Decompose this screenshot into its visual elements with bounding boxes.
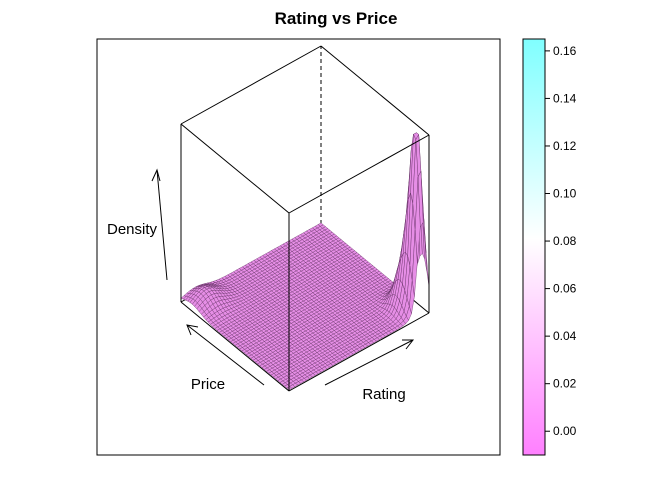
surface [180, 132, 430, 391]
colorbar-fill [522, 38, 546, 456]
y-axis-label: Rating [362, 386, 405, 403]
colorbar-tick-label: 0.02 [553, 377, 577, 391]
chart-title: Rating vs Price [275, 9, 398, 28]
plot-frame [96, 38, 501, 456]
price-arrow [186, 324, 265, 386]
density-arrow-head [151, 168, 161, 182]
colorbar-tick-label: 0.08 [553, 234, 577, 248]
price-arrow-head [186, 324, 199, 336]
box-edge [180, 301, 290, 392]
colorbar-tick-label: 0.16 [553, 44, 577, 58]
rating-arrow-head [402, 339, 415, 350]
colorbar-tick-label: 0.12 [553, 139, 577, 153]
rating-arrow [324, 339, 414, 386]
box-edge [180, 123, 290, 214]
x-axis-label: Price [191, 376, 225, 393]
colorbar: 0.00 0.02 0.04 0.06 0.08 0.10 0.12 0.14 0.16 [522, 38, 577, 456]
colorbar-tick-label: 0.06 [553, 282, 577, 296]
box-edge [288, 134, 430, 214]
axis-arrows [151, 168, 415, 386]
box-edge [180, 45, 322, 125]
colorbar-tick-label: 0.14 [553, 91, 577, 105]
z-axis-label: Density [107, 221, 158, 238]
box-edge [288, 312, 430, 392]
colorbar-tick-label: 0.04 [553, 329, 577, 343]
colorbar-ticks: 0.00 0.02 0.04 0.06 0.08 0.10 0.12 0.14 0.16 [545, 44, 577, 438]
front-box [180, 45, 430, 392]
colorbar-tick-label: 0.10 [553, 187, 577, 201]
box-edge [320, 45, 430, 136]
colorbar-tick-label: 0.00 [553, 424, 577, 438]
density-arrow [156, 169, 168, 281]
